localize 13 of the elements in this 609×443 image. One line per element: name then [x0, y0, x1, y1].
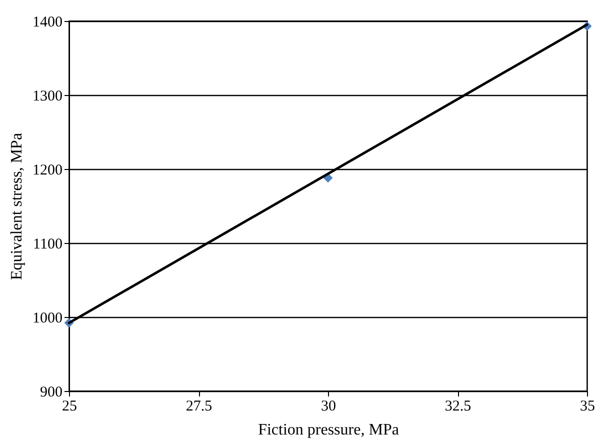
x-tick-label: 32.5 — [444, 398, 472, 414]
y-tick-label: 1400 — [32, 14, 62, 30]
x-tick-label: 30 — [321, 398, 336, 414]
y-tick-label: 900 — [40, 384, 62, 400]
x-tick-label: 27.5 — [186, 398, 212, 414]
y-axis-title: Equivalent stress, MPa — [8, 132, 26, 280]
y-tick-label: 1000 — [32, 310, 62, 326]
x-tick-label: 35 — [580, 398, 595, 414]
x-tick-label: 25 — [62, 398, 77, 414]
y-tick-label: 1300 — [32, 88, 62, 104]
y-tick-label: 1100 — [33, 236, 62, 252]
x-axis-title: Fiction pressure, MPa — [258, 422, 399, 438]
y-tick-label: 1200 — [32, 162, 62, 178]
